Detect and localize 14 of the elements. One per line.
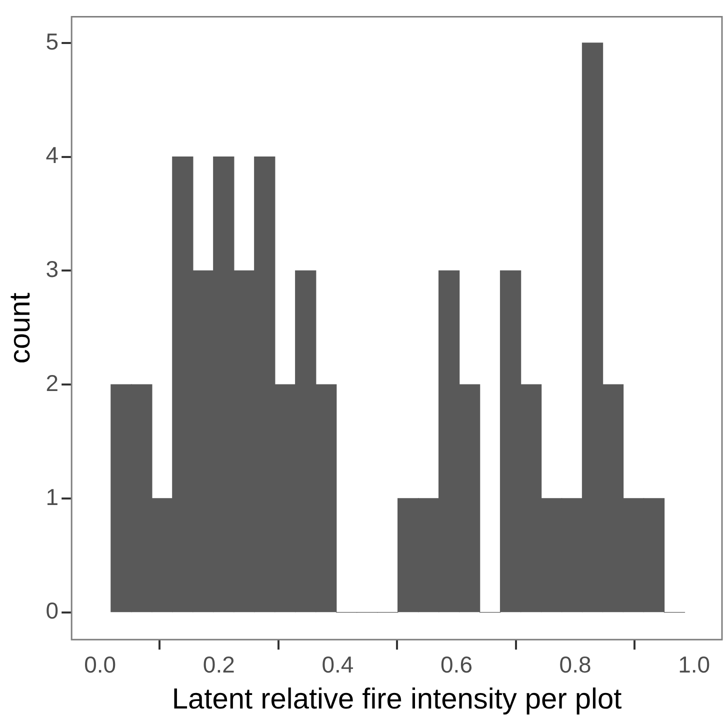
x-tick-label: 0.4 [322, 652, 354, 678]
y-axis-title: count [4, 292, 36, 364]
x-tick-label: 0.2 [202, 652, 235, 678]
y-tick-label: 0 [46, 598, 59, 624]
x-tick-label: 1.0 [678, 652, 710, 678]
x-axis-title: Latent relative fire intensity per plot [172, 684, 622, 716]
x-tick-label: 0.0 [84, 652, 116, 678]
y-tick-label: 2 [46, 370, 59, 396]
x-tick-label: 0.8 [559, 652, 592, 678]
y-tick-label: 5 [46, 28, 59, 54]
x-tick-label: 0.6 [440, 652, 472, 678]
y-tick-label: 1 [46, 484, 59, 510]
y-tick-label: 4 [46, 142, 59, 168]
y-tick-label: 3 [46, 256, 59, 282]
